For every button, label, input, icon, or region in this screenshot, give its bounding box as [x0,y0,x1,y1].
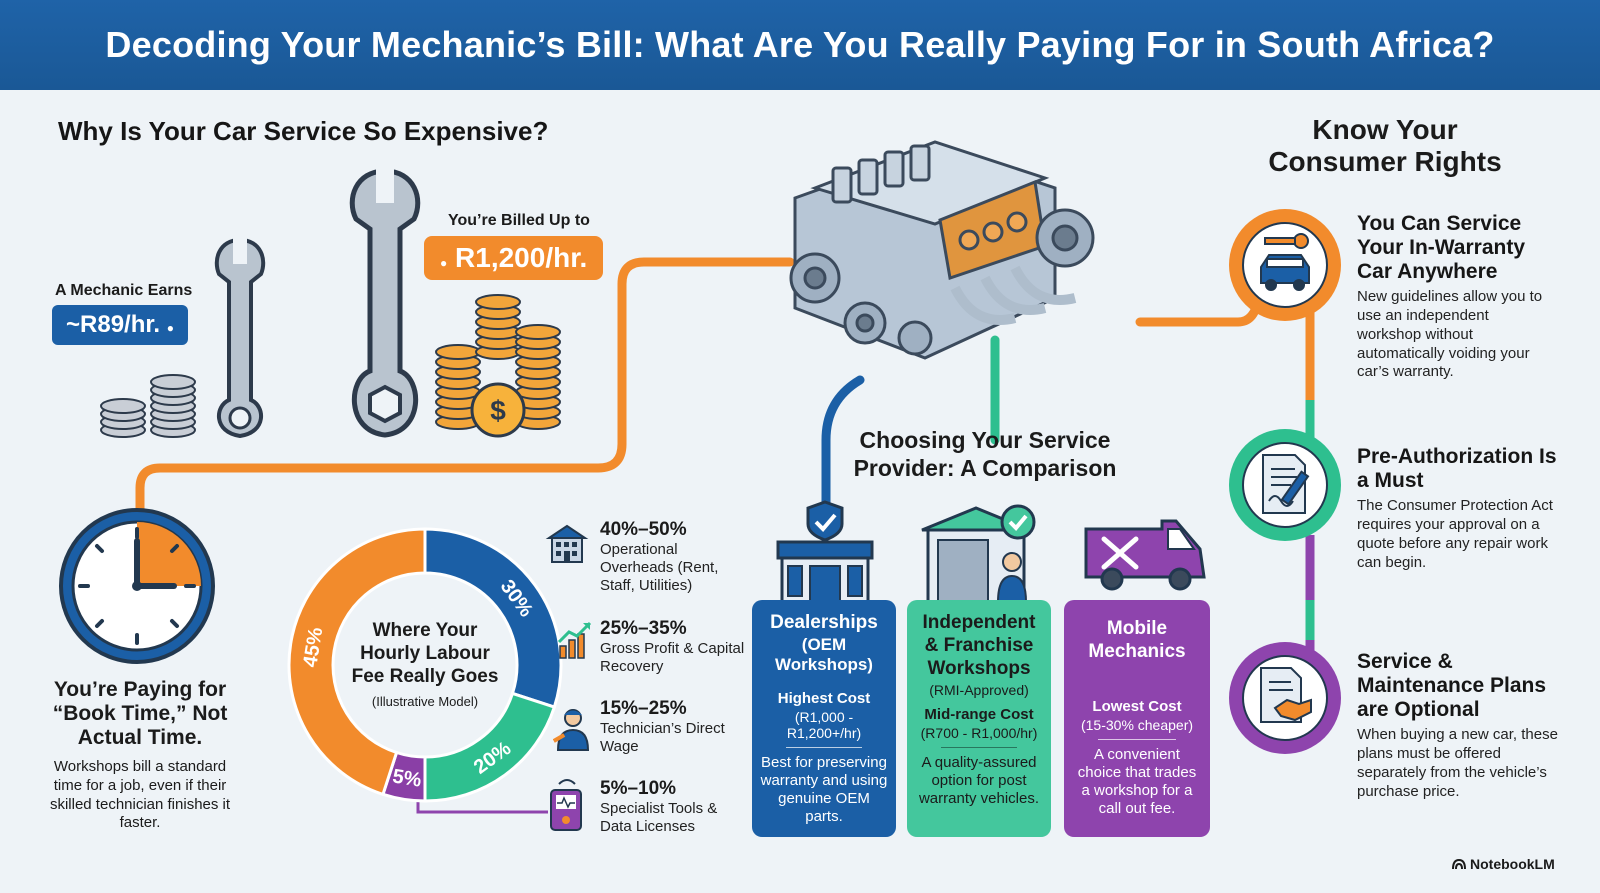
earns-label: A Mechanic Earns [55,282,193,299]
breakdown-pct: 40%–50% [600,519,687,540]
card-divider [1098,738,1176,740]
earns-value: ~R89/hr. [66,311,161,338]
card-name: Mobile Mechanics [1088,618,1186,662]
card-divider [940,747,1018,749]
donut-segments [287,527,563,803]
page-header: Decoding Your Mechanic’s Bill: What Are … [0,0,1600,90]
building-icon [545,524,589,563]
breakdown-pct: 15%–25% [600,698,687,719]
card-mobile: Mobile Mechanics Lowest Cost (15-30% che… [1064,600,1210,837]
billed-pill: ● R1,200/hr. [424,236,604,280]
notebooklm-icon [1452,858,1466,870]
book-time-desc: Workshops bill a standard time for a job… [49,758,231,832]
card-name: Dealerships [770,612,878,633]
donut-label: 5% [391,765,423,791]
breakdown-pct: 5%–10% [600,778,677,799]
card-cost: Lowest Cost [1092,697,1182,715]
breakdown-label: Technician’s Direct Wage [600,720,725,755]
card-desc: A convenient choice that trades a worksh… [1077,745,1197,817]
breakdown-label: Specialist Tools & Data Licenses [600,800,718,835]
right-item-warranty: You Can Service Your In-Warranty Car Any… [1357,212,1557,382]
card-range: (R1,000 - R1,200+/hr) [786,708,862,741]
left-heading: Why Is Your Car Service So Expensive? [58,116,549,146]
right-title: Service & Maintenance Plans are Optional [1357,650,1547,722]
diagnostic-tool-icon [550,779,582,831]
growth-chart-icon [557,621,592,659]
footer-brand: NotebookLM [1452,856,1555,872]
book-time-title: You’re Paying for “Book Time,” Not Actua… [52,678,228,750]
footer-brand-text: NotebookLM [1470,856,1555,872]
breakdown-label: Operational Overheads (Rent, Staff, Util… [600,541,719,594]
svg-text:$: $ [490,395,506,426]
card-divider [785,746,863,748]
clock-icon [59,508,215,664]
engine-icon [789,140,1095,360]
earns-pill: ~R89/hr. ● [52,305,188,345]
card-independent: Independent & Franchise Workshops (RMI-A… [907,600,1051,837]
card-sub: (OEM Workshops) [775,634,873,675]
breakdown-item-profit: 25%–35% Gross Profit & Capital Recovery [600,618,750,676]
page-title: Decoding Your Mechanic’s Bill: What Are … [105,24,1495,65]
right-item-preauth: Pre-Authorization Is a Must The Consumer… [1357,445,1557,572]
small-wrench-icon [214,237,266,439]
large-wrench-icon [349,167,421,438]
card-dealerships: Dealerships (OEM Workshops) Highest Cost… [752,600,896,837]
card-sub: (RMI-Approved) [929,682,1029,699]
labour-fee-donut: 30%20%5%45% [287,527,563,803]
dealership-building-icon [776,500,874,604]
right-title: You Can Service Your In-Warranty Car Any… [1357,212,1526,284]
donut-segment [423,527,563,709]
rights-heading: Know Your Consumer Rights [1268,114,1502,178]
signed-document-icon [1229,429,1341,541]
right-desc: New guidelines allow you to use an indep… [1357,288,1543,381]
breakdown-item-tools: 5%–10% Specialist Tools & Data Licenses [600,778,750,836]
card-cost: Highest Cost [777,689,871,707]
small-coins-icon [100,374,196,438]
right-item-plans: Service & Maintenance Plans are Optional… [1357,650,1562,801]
card-range: (R700 - R1,000/hr) [920,725,1038,742]
card-desc: Best for preserving warranty and using g… [760,753,888,825]
technician-icon [553,709,590,751]
mobile-van-icon [1084,519,1206,591]
card-name: Independent & Franchise Workshops [922,612,1036,679]
billed-label: You’re Billed Up to [448,212,590,229]
comparison-heading: Choosing Your Service Provider: A Compar… [853,427,1117,481]
donut-segment [287,527,427,797]
card-cost: Mid-range Cost [924,706,1034,724]
handshake-document-icon [1229,642,1341,754]
breakdown-item-overheads: 40%–50% Operational Overheads (Rent, Sta… [600,519,750,595]
breakdown-item-wage: 15%–25% Technician’s Direct Wage [600,698,750,756]
right-title: Pre-Authorization Is a Must [1357,445,1557,493]
card-desc: A quality-assured option for post warran… [918,754,1040,808]
breakdown-label: Gross Profit & Capital Recovery [600,640,745,675]
breakdown-pct: 25%–35% [600,618,687,639]
right-desc: The Consumer Protection Act requires you… [1357,497,1553,571]
donut-subtitle: (Illustrative Model) [371,694,479,709]
right-desc: When buying a new car, these plans must … [1357,726,1558,800]
independent-workshop-icon [921,504,1036,604]
car-key-icon [1229,209,1341,321]
donut-title: Where Your Hourly Labour Fee Really Goes [351,620,499,687]
large-coins-icon: $ [435,294,561,438]
card-range: (15-30% cheaper) [1080,716,1194,733]
billed-value: R1,200/hr. [455,242,588,273]
